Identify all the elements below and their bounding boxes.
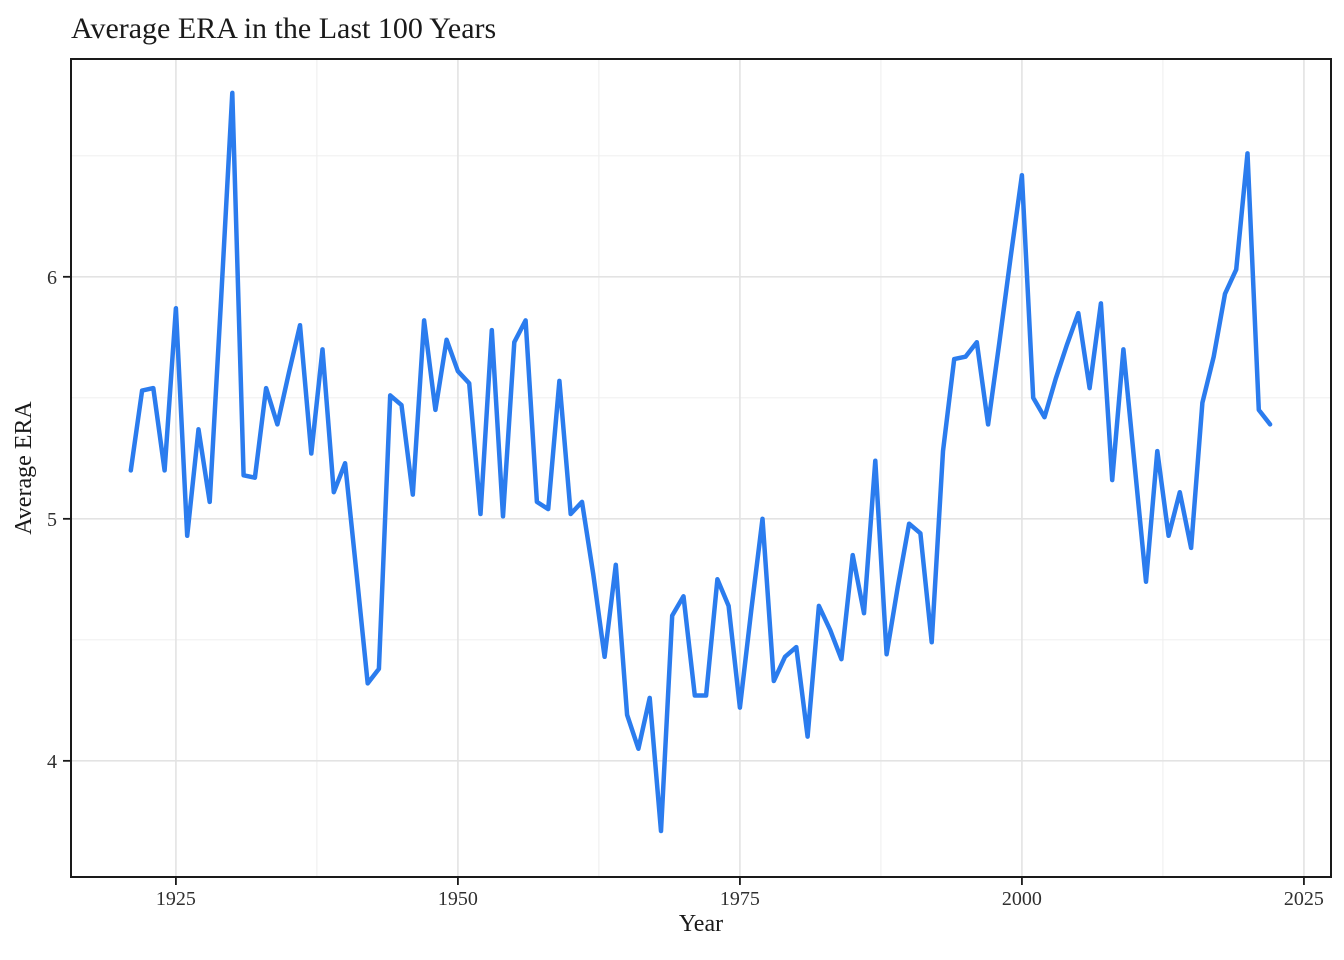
axis-ticks: [63, 275, 1305, 885]
y-tick-label: 5: [47, 509, 57, 531]
era-line-series: [128, 90, 1273, 834]
panel-border: [70, 58, 1332, 878]
x-tick-label: 1925: [156, 888, 196, 910]
x-tick-label: 2000: [1002, 888, 1042, 910]
grid-major-lines: [71, 59, 1331, 877]
x-tick-label: 1950: [438, 888, 478, 910]
x-tick-label: 2025: [1284, 888, 1324, 910]
y-tick-label: 4: [47, 751, 57, 773]
x-axis-title: Year: [679, 911, 723, 937]
chart-title: Average ERA in the Last 100 Years: [71, 12, 496, 45]
tick-labels: 1925 1950 1975 2000 2025 4 5 6: [47, 267, 1324, 910]
grid-minor-lines: [71, 59, 1331, 877]
era-line-path: [128, 90, 1273, 834]
y-axis-title: Average ERA: [11, 401, 37, 535]
y-tick-label: 6: [47, 267, 57, 289]
x-tick-label: 1975: [720, 888, 760, 910]
